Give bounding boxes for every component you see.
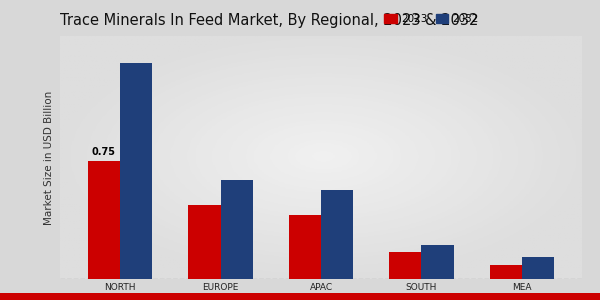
- Bar: [389, 252, 421, 279]
- Bar: [289, 215, 321, 279]
- Bar: [88, 161, 120, 279]
- Bar: [221, 180, 253, 279]
- Legend: 2023, 2032: 2023, 2032: [380, 10, 483, 28]
- Bar: [522, 257, 554, 279]
- Text: 0.75: 0.75: [91, 147, 115, 157]
- Bar: [321, 190, 353, 279]
- Text: Trace Minerals In Feed Market, By Regional, 2023 & 2032: Trace Minerals In Feed Market, By Region…: [60, 13, 478, 28]
- Bar: [188, 205, 221, 279]
- Bar: [421, 244, 454, 279]
- Y-axis label: Market Size in USD Billion: Market Size in USD Billion: [44, 90, 55, 225]
- Bar: [120, 63, 152, 279]
- Bar: [490, 265, 522, 279]
